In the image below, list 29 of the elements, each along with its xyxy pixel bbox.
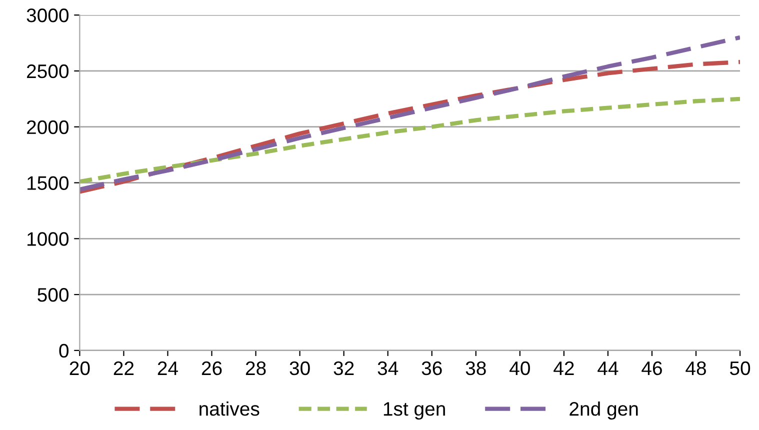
x-tick-label: 48 [686,361,706,376]
y-tick-label: 500 [38,288,69,302]
x-tick-label: 30 [290,361,310,376]
x-tick-label: 28 [246,361,266,376]
y-tick-label: 1500 [28,176,69,190]
x-tick-label: 22 [114,361,134,375]
y-tick-label: 1000 [28,232,69,246]
x-tick-label: 20 [70,361,90,376]
y-tick-label: 2000 [27,120,69,134]
x-tick-label: 42 [554,361,574,375]
legend-label: 1st gen [384,402,445,420]
x-tick-label: 26 [202,361,222,376]
x-tick-label: 36 [422,361,442,376]
x-tick-label: 38 [466,361,486,376]
y-tick-label: 2500 [27,64,69,78]
line-series [80,35,740,192]
x-tick-label: 32 [334,361,354,376]
x-tick-label: 50 [730,361,750,376]
line-series [80,60,740,194]
line-series [80,96,740,184]
x-tick-label: 24 [158,361,178,375]
x-tick-label: 34 [378,361,398,376]
y-tick-label: 3000 [26,8,69,22]
legend-label: 2nd gen [570,401,638,420]
x-tick-label: 44 [598,362,618,375]
x-tick-label: 46 [642,361,662,376]
y-tick-label: 0 [59,344,69,358]
x-tick-label: 40 [510,361,530,376]
legend-label: natives [200,401,260,416]
